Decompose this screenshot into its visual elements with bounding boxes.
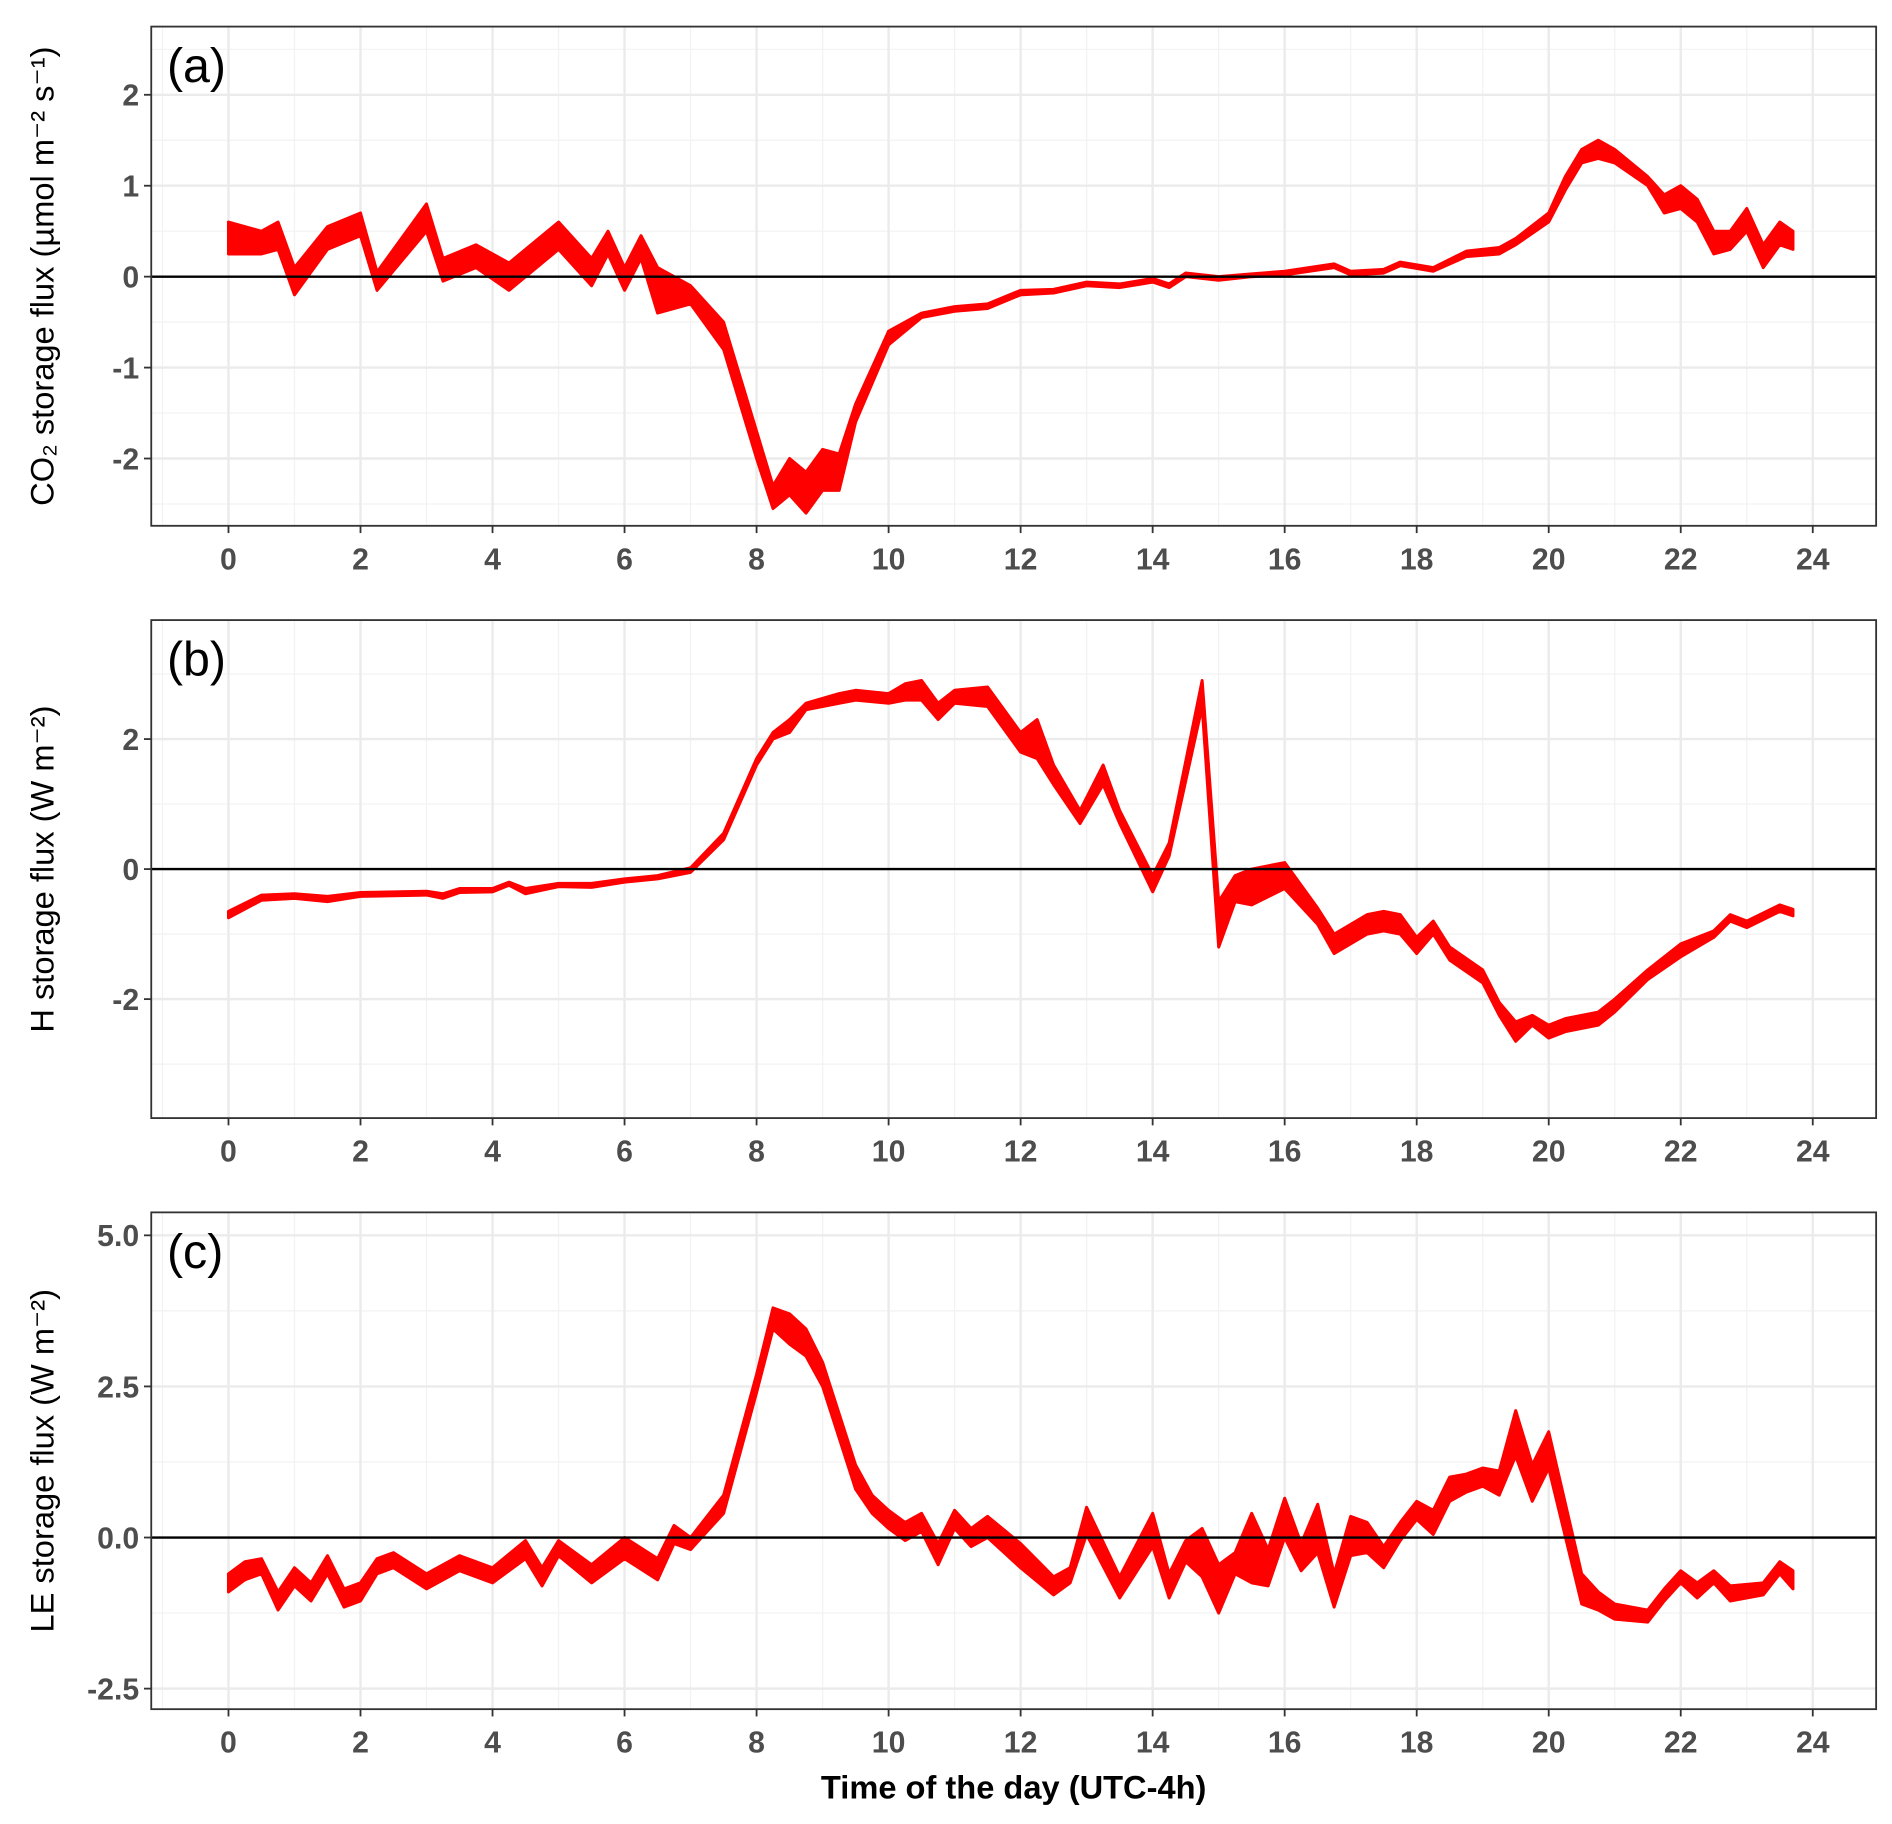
- y-tick-label: -2.5: [87, 1673, 139, 1706]
- panel-c: 0 2 4 6 8 10 12 14 16 18 20 22 24-2.50.02.55.0 (c)LE …: [23, 1211, 1878, 1806]
- x-tick-label: 2: [352, 1136, 369, 1169]
- uncertainty-ribbon: [226, 679, 1795, 1043]
- x-tick-label: 12: [1004, 543, 1038, 576]
- y-tick-label: 5.0: [97, 1220, 139, 1253]
- panel-label: (c): [167, 1225, 223, 1279]
- y-axis-title: LE storage flux (W m⁻²): [23, 1289, 60, 1633]
- x-axis-title: Time of the day (UTC-4h): [821, 1769, 1206, 1806]
- x-tick-label: 18: [1400, 1136, 1434, 1169]
- x-tick-label: 2: [352, 1727, 369, 1760]
- y-axis-title: H storage flux (W m⁻²): [23, 705, 60, 1032]
- panel-label: (b): [167, 633, 226, 687]
- x-tick-label: 8: [748, 543, 765, 576]
- panel-label: (a): [167, 39, 226, 93]
- x-tick-label: 20: [1532, 1727, 1566, 1760]
- x-tick-label: 14: [1136, 543, 1170, 576]
- y-tick-label: 1: [122, 171, 139, 204]
- x-tick-label: 18: [1400, 1727, 1434, 1760]
- x-tick-label: 16: [1268, 1727, 1302, 1760]
- x-tick-label: 12: [1004, 1136, 1038, 1169]
- x-tick-label: 24: [1796, 1136, 1830, 1169]
- x-tick-label: 2: [352, 543, 369, 576]
- x-tick-label: 8: [748, 1727, 765, 1760]
- plot-background: [151, 1212, 1877, 1710]
- panel-b: 0 2 4 6 8 10 12 14 16 18 20 22 24-202(b)H storage fl…: [23, 619, 1878, 1169]
- x-tick-label: 10: [872, 543, 906, 576]
- y-tick-label: 0.0: [97, 1522, 139, 1555]
- x-tick-label: 8: [748, 1136, 765, 1169]
- x-tick-label: 16: [1268, 543, 1302, 576]
- x-tick-label: 4: [484, 1136, 501, 1169]
- x-tick-label: 0: [220, 543, 237, 576]
- x-tick-label: 20: [1532, 1136, 1566, 1169]
- x-tick-label: 10: [872, 1136, 906, 1169]
- y-tick-label: -2: [112, 443, 139, 476]
- x-tick-label: 4: [484, 1727, 501, 1760]
- x-tick-label: 0: [220, 1727, 237, 1760]
- y-tick-label: -2: [112, 984, 139, 1017]
- x-tick-label: 0: [220, 1136, 237, 1169]
- y-tick-label: -1: [112, 352, 139, 385]
- x-tick-label: 14: [1136, 1727, 1170, 1760]
- x-tick-label: 22: [1664, 1727, 1698, 1760]
- uncertainty-ribbon: [226, 138, 1795, 515]
- x-tick-label: 24: [1796, 543, 1830, 576]
- x-tick-label: 22: [1664, 1136, 1698, 1169]
- y-tick-label: 0: [122, 262, 139, 295]
- x-tick-label: 16: [1268, 1136, 1302, 1169]
- x-tick-label: 24: [1796, 1727, 1830, 1760]
- x-tick-label: 6: [616, 1136, 633, 1169]
- x-tick-label: 10: [872, 1727, 906, 1760]
- x-tick-label: 12: [1004, 1727, 1038, 1760]
- panel-border: [150, 1211, 1878, 1711]
- x-tick-label: 20: [1532, 543, 1566, 576]
- x-tick-label: 6: [616, 543, 633, 576]
- y-tick-label: 0: [122, 854, 139, 887]
- x-tick-label: 14: [1136, 1136, 1170, 1169]
- y-tick-label: 2.5: [97, 1371, 139, 1404]
- x-tick-label: 6: [616, 1727, 633, 1760]
- x-tick-label: 18: [1400, 543, 1434, 576]
- y-tick-label: 2: [122, 724, 139, 757]
- x-tick-label: 22: [1664, 543, 1698, 576]
- uncertainty-ribbon: [226, 1306, 1795, 1624]
- y-tick-label: 2: [122, 80, 139, 113]
- x-tick-label: 4: [484, 543, 501, 576]
- y-axis-title: CO₂ storage flux (µmol m⁻² s⁻¹): [23, 47, 60, 506]
